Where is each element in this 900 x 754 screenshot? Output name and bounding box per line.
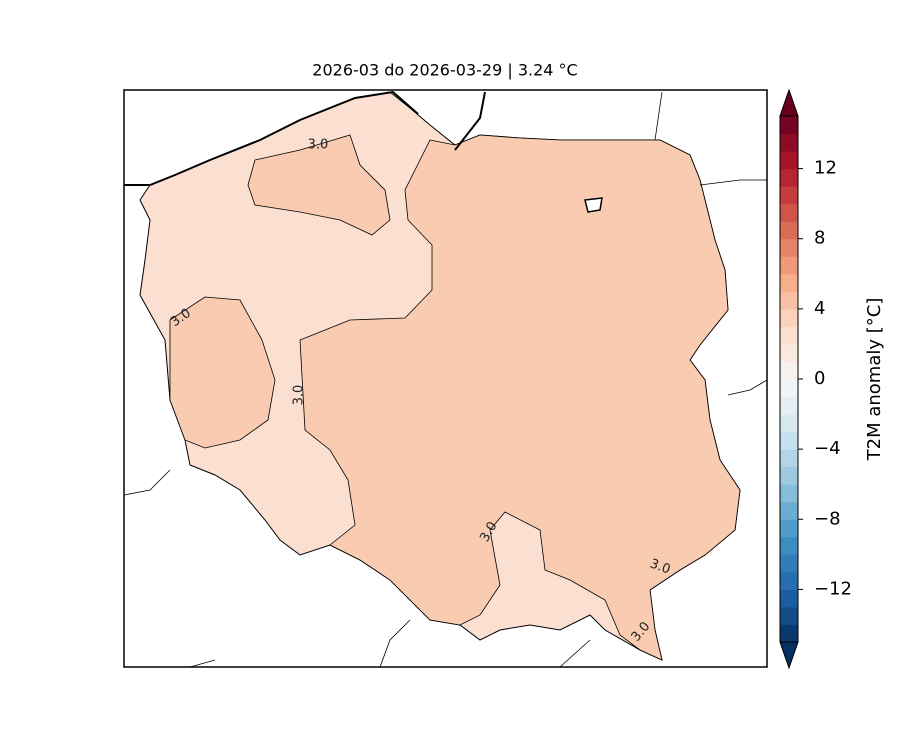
colorbar-segment <box>780 203 798 222</box>
colorbar-tick-label: 12 <box>814 158 837 179</box>
colorbar: −12 −8 −4 0 4 8 12 <box>779 88 852 670</box>
colorbar-label: T2M anomaly [°C] <box>864 298 885 462</box>
colorbar-segment <box>780 133 798 152</box>
colorbar-segment <box>780 343 798 362</box>
colorbar-segment <box>780 606 798 625</box>
contour-label: 3.0 <box>308 138 329 153</box>
colorbar-tick-label: 0 <box>814 368 825 389</box>
colorbar-segment <box>780 554 798 573</box>
colorbar-segment <box>780 273 798 292</box>
colorbar-segment <box>780 396 798 415</box>
colorbar-extend-max <box>779 88 799 117</box>
colorbar-segment <box>780 379 798 398</box>
region-dark <box>247 134 391 236</box>
map-title: 2026-03 do 2026-03-29 | 3.24 °C <box>312 61 577 80</box>
region-dark <box>299 134 741 661</box>
colorbar-tick-label: 4 <box>814 298 825 319</box>
map: 3.03.03.03.03.03.0 <box>123 89 768 668</box>
colorbar-segment <box>780 519 798 538</box>
colorbar-tick-label: −12 <box>814 578 852 599</box>
colorbar-segment <box>780 116 798 135</box>
colorbar-tick-label: 8 <box>814 228 825 249</box>
colorbar-segment <box>780 589 798 608</box>
region-dark <box>169 296 276 449</box>
colorbar-segment <box>780 326 798 345</box>
colorbar-segment <box>780 221 798 240</box>
colorbar-segment <box>780 449 798 468</box>
colorbar-segment <box>780 501 798 520</box>
colorbar-segment <box>780 431 798 450</box>
colorbar-segment <box>780 186 798 205</box>
neighbor-border <box>123 91 768 668</box>
colorbar-segment <box>780 466 798 485</box>
lake <box>584 197 603 213</box>
colorbar-segment <box>780 291 798 310</box>
colorbar-tick-label: −8 <box>814 508 841 529</box>
colorbar-segment <box>780 151 798 170</box>
colorbar-tick-label: −4 <box>814 438 841 459</box>
colorbar-segment <box>780 256 798 275</box>
contour-label: 3.0 <box>292 385 307 406</box>
colorbar-segment <box>780 361 798 380</box>
colorbar-extend-min <box>779 641 799 670</box>
colorbar-segment <box>780 308 798 327</box>
colorbar-segment <box>780 168 798 187</box>
coastline <box>124 90 486 186</box>
colorbar-segment <box>780 414 798 433</box>
colorbar-segment <box>780 238 798 257</box>
map-frame <box>123 89 768 668</box>
colorbar-segment <box>780 624 798 643</box>
colorbar-segment <box>780 571 798 590</box>
colorbar-segment <box>780 484 798 503</box>
colorbar-segment <box>780 536 798 555</box>
contour-label: 3.0 <box>648 556 673 577</box>
